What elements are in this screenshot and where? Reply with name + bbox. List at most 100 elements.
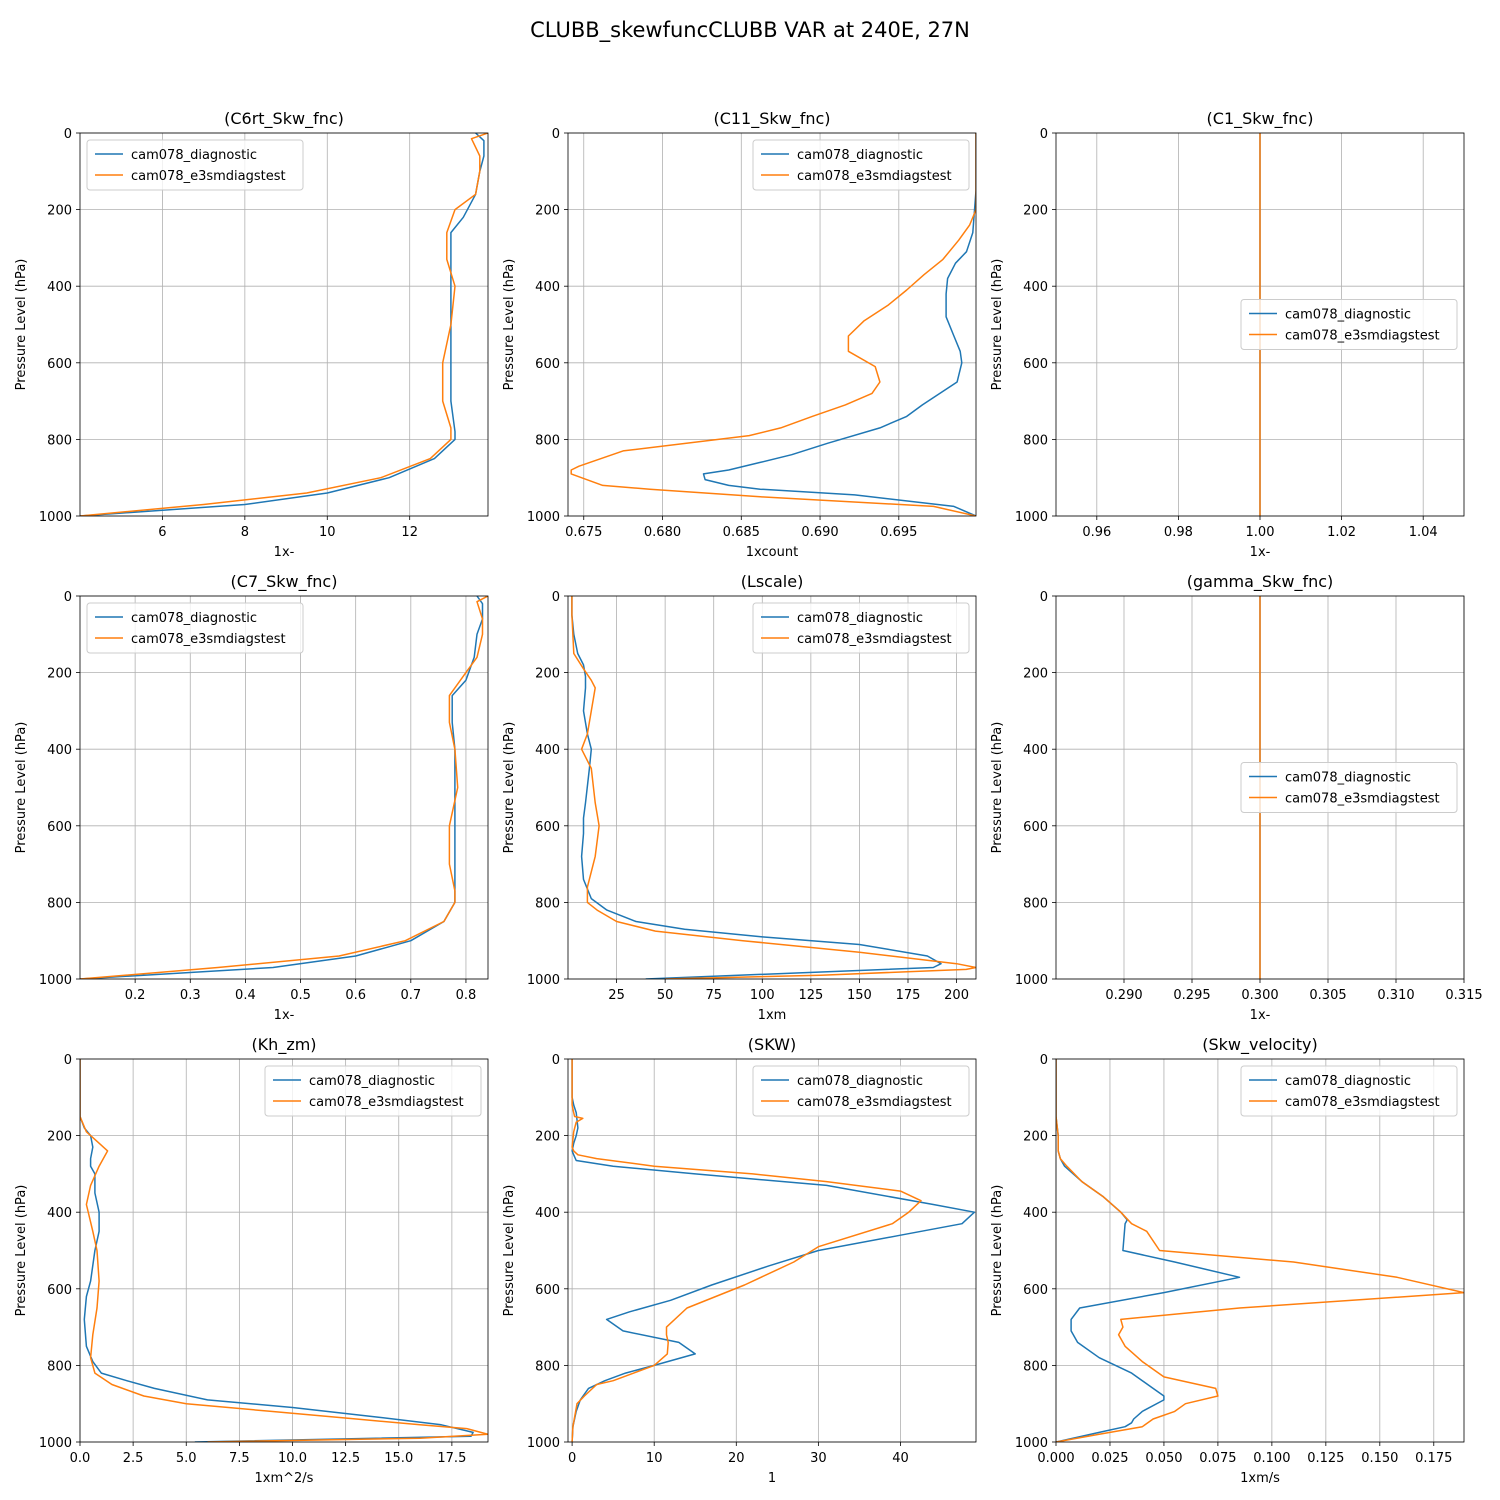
- x-tick-label: 0.310: [1377, 988, 1414, 1003]
- series-line-cam078_diagnostic: [80, 596, 484, 979]
- x-tick-label: 0.050: [1145, 1451, 1182, 1466]
- y-tick-label: 600: [535, 820, 560, 835]
- legend-label: cam078_diagnostic: [1285, 1074, 1411, 1089]
- x-axis-label: 1: [768, 1471, 776, 1486]
- y-tick-label: 1000: [39, 1436, 72, 1451]
- y-tick-label: 600: [535, 357, 560, 372]
- x-tick-label: 0.295: [1173, 988, 1210, 1003]
- legend-box: [752, 1065, 970, 1117]
- y-tick-label: 0: [552, 590, 560, 605]
- legend: cam078_diagnostic cam078_e3smdiagstest: [264, 1065, 482, 1117]
- x-tick-label: 0.305: [1309, 988, 1346, 1003]
- y-tick-label: 800: [47, 896, 72, 911]
- y-tick-label: 1000: [527, 1436, 560, 1451]
- series-line-cam078_e3smdiagstest: [80, 1059, 488, 1442]
- legend-label: cam078_e3smdiagstest: [797, 1095, 952, 1110]
- x-tick-label: 10: [319, 525, 336, 540]
- y-tick-label: 1000: [527, 973, 560, 988]
- x-tick-label: 0.2: [125, 988, 146, 1003]
- panel-title: (Kh_zm): [251, 1035, 316, 1055]
- legend-label: cam078_diagnostic: [797, 148, 923, 163]
- legend: cam078_diagnostic cam078_e3smdiagstest: [86, 139, 304, 191]
- x-tick-label: 125: [798, 988, 823, 1003]
- panel-4: (Lscale) 25 50 75 100 125 150 175 200 0 200 400 600 8…: [502, 572, 977, 1023]
- panel-title: (SKW): [748, 1035, 796, 1054]
- x-tick-label: 2.5: [123, 1451, 144, 1466]
- series-line-cam078_e3smdiagstest: [80, 133, 488, 516]
- legend-box: [1240, 299, 1458, 350]
- legend-box: [752, 139, 970, 191]
- x-tick-label: 0.680: [644, 525, 681, 540]
- legend-label: cam078_e3smdiagstest: [797, 632, 952, 647]
- y-tick-label: 1000: [1015, 510, 1048, 525]
- x-tick-label: 17.5: [437, 1451, 466, 1466]
- x-axis-label: 1x-: [1250, 1008, 1271, 1023]
- legend: cam078_diagnostic cam078_e3smdiagstest: [86, 602, 304, 654]
- axes-frame: [79, 595, 489, 980]
- x-tick-label: 0.150: [1361, 1451, 1398, 1466]
- legend: cam078_diagnostic cam078_e3smdiagstest: [1240, 762, 1458, 813]
- x-tick-label: 7.5: [229, 1451, 250, 1466]
- x-tick-label: 1.02: [1327, 525, 1356, 540]
- x-tick-label: 6: [158, 525, 166, 540]
- panel-title: (Skw_velocity): [1202, 1035, 1318, 1055]
- y-tick-label: 600: [47, 820, 72, 835]
- axes-frame: [567, 132, 977, 517]
- panel-title: (C1_Skw_fnc): [1207, 109, 1314, 129]
- legend-box: [752, 602, 970, 654]
- x-tick-label: 75: [705, 988, 722, 1003]
- x-tick-label: 0.100: [1253, 1451, 1290, 1466]
- x-axis-label: 1xm/s: [1240, 1471, 1280, 1486]
- y-tick-label: 400: [1023, 743, 1048, 758]
- axes-frame: [1055, 1058, 1465, 1443]
- x-tick-label: 0.695: [880, 525, 917, 540]
- y-tick-label: 600: [47, 357, 72, 372]
- legend: cam078_diagnostic cam078_e3smdiagstest: [752, 1065, 970, 1117]
- y-tick-label: 1000: [1015, 973, 1048, 988]
- x-tick-label: 100: [750, 988, 775, 1003]
- y-tick-label: 0: [1040, 1053, 1048, 1068]
- x-tick-label: 25: [608, 988, 625, 1003]
- y-tick-label: 400: [47, 743, 72, 758]
- x-tick-label: 15.0: [384, 1451, 413, 1466]
- y-tick-label: 400: [1023, 280, 1048, 295]
- legend-label: cam078_diagnostic: [1285, 771, 1411, 786]
- y-tick-label: 0: [1040, 590, 1048, 605]
- y-tick-label: 600: [1023, 357, 1048, 372]
- y-tick-label: 200: [47, 667, 72, 682]
- y-tick-label: 800: [47, 1359, 72, 1374]
- y-tick-label: 400: [535, 1206, 560, 1221]
- y-axis-label: Pressure Level (hPa): [990, 1185, 1005, 1317]
- panel-5: (gamma_Skw_fnc) 0.290 0.295 0.300 0.305 0.310…: [990, 572, 1483, 1023]
- x-tick-label: 0.8: [456, 988, 477, 1003]
- legend: cam078_diagnostic cam078_e3smdiagstest: [1240, 1065, 1458, 1117]
- legend-box: [1240, 762, 1458, 813]
- panel-6: (Kh_zm) 0.0 2.5 5.0 7.5 10.0 12.5 15.0 17.5 0 200 4…: [14, 1035, 489, 1486]
- legend-label: cam078_e3smdiagstest: [309, 1095, 464, 1110]
- x-tick-label: 8: [241, 525, 249, 540]
- x-tick-label: 0.300: [1241, 988, 1278, 1003]
- legend: cam078_diagnostic cam078_e3smdiagstest: [1240, 299, 1458, 350]
- x-tick-label: 0.000: [1037, 1451, 1074, 1466]
- y-tick-label: 200: [535, 667, 560, 682]
- y-tick-label: 0: [64, 590, 72, 605]
- y-tick-label: 200: [1023, 667, 1048, 682]
- series-line-cam078_e3smdiagstest: [1056, 1059, 1464, 1442]
- y-tick-label: 800: [1023, 433, 1048, 448]
- y-tick-label: 1000: [39, 510, 72, 525]
- y-tick-label: 800: [1023, 1359, 1048, 1374]
- x-axis-label: 1xm: [758, 1008, 787, 1023]
- y-tick-label: 400: [535, 280, 560, 295]
- x-axis-label: 1x-: [1250, 545, 1271, 560]
- x-tick-label: 0: [568, 1451, 576, 1466]
- x-axis-label: 1x-: [274, 545, 295, 560]
- legend-label: cam078_diagnostic: [131, 611, 257, 626]
- y-tick-label: 800: [535, 1359, 560, 1374]
- panel-7: (SKW)0 10 20 30 40020040060080010001Pressure…: [502, 1035, 977, 1486]
- x-tick-label: 1.04: [1409, 525, 1438, 540]
- x-tick-label: 10.0: [278, 1451, 307, 1466]
- legend: cam078_diagnostic cam078_e3smdiagstest: [752, 139, 970, 191]
- x-tick-label: 12.5: [331, 1451, 360, 1466]
- x-tick-label: 40: [892, 1451, 909, 1466]
